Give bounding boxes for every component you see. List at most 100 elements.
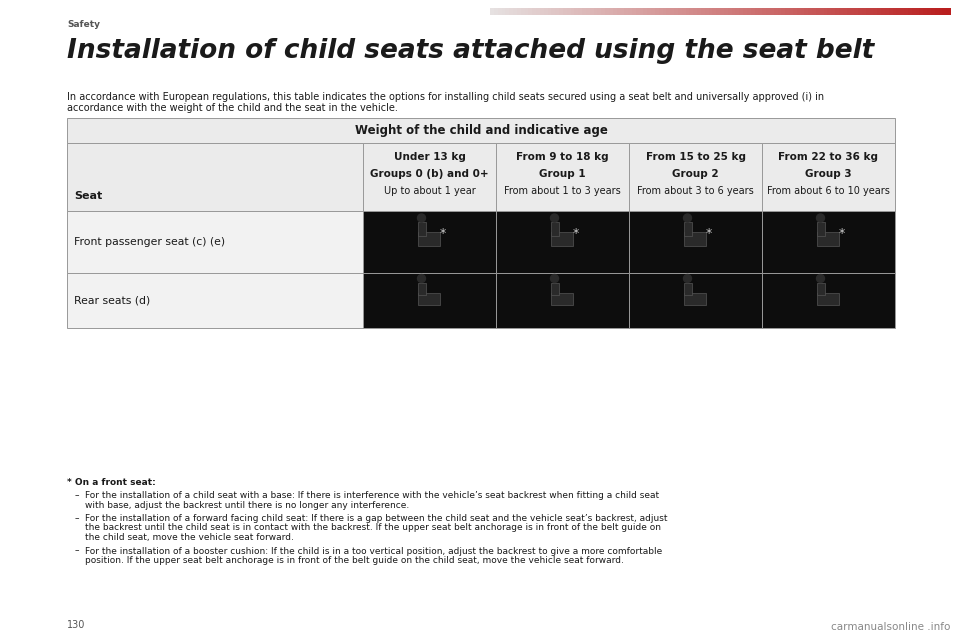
Bar <box>501 8 506 15</box>
Circle shape <box>817 275 825 282</box>
Bar <box>662 8 667 15</box>
Bar <box>755 8 758 15</box>
Bar <box>920 8 924 15</box>
Text: Groups 0 (b) and 0+: Groups 0 (b) and 0+ <box>371 169 489 179</box>
Bar <box>629 273 762 328</box>
Bar <box>927 8 931 15</box>
Bar <box>674 8 679 15</box>
Bar <box>563 8 567 15</box>
Bar <box>363 143 496 211</box>
Bar <box>550 292 572 305</box>
Bar <box>893 8 897 15</box>
Text: For the installation of a forward facing child seat: If there is a gap between t: For the installation of a forward facing… <box>85 514 667 523</box>
Text: * On a front seat:: * On a front seat: <box>67 478 156 487</box>
Bar <box>628 8 633 15</box>
Bar <box>570 8 575 15</box>
Bar <box>817 222 825 236</box>
Bar <box>820 8 824 15</box>
Bar <box>947 8 950 15</box>
Bar <box>716 8 721 15</box>
Bar <box>693 8 698 15</box>
Text: Up to about 1 year: Up to about 1 year <box>384 186 475 196</box>
Bar <box>609 8 613 15</box>
Text: From about 3 to 6 years: From about 3 to 6 years <box>637 186 754 196</box>
Text: Under 13 kg: Under 13 kg <box>394 152 466 162</box>
Bar <box>624 8 629 15</box>
Bar <box>758 8 762 15</box>
Bar <box>550 222 559 236</box>
Bar <box>831 8 835 15</box>
Bar <box>889 8 893 15</box>
Bar <box>720 8 725 15</box>
Text: Seat: Seat <box>74 191 103 201</box>
Text: From about 1 to 3 years: From about 1 to 3 years <box>504 186 621 196</box>
Bar <box>532 8 537 15</box>
Bar <box>904 8 908 15</box>
Bar <box>808 8 812 15</box>
Circle shape <box>684 275 691 282</box>
Bar <box>701 8 706 15</box>
Text: with base, adjust the backrest until there is no longer any interference.: with base, adjust the backrest until the… <box>85 500 409 509</box>
Bar <box>817 292 838 305</box>
Bar <box>418 222 425 236</box>
Circle shape <box>418 275 425 282</box>
Bar <box>67 143 363 211</box>
Bar <box>735 8 739 15</box>
Text: –: – <box>75 514 80 523</box>
Bar <box>536 8 540 15</box>
Text: For the installation of a child seat with a base: If there is interference with : For the installation of a child seat wit… <box>85 491 660 500</box>
Bar <box>924 8 927 15</box>
Bar <box>797 8 801 15</box>
Bar <box>751 8 755 15</box>
Bar <box>550 282 559 294</box>
Text: From 22 to 36 kg: From 22 to 36 kg <box>779 152 878 162</box>
Bar <box>900 8 904 15</box>
Bar <box>851 8 854 15</box>
Bar <box>684 232 706 246</box>
Bar <box>866 8 870 15</box>
Bar <box>666 8 671 15</box>
Text: Installation of child seats attached using the seat belt: Installation of child seats attached usi… <box>67 38 875 64</box>
Bar <box>528 8 533 15</box>
Bar <box>931 8 935 15</box>
Text: *: * <box>572 227 579 241</box>
Bar <box>874 8 877 15</box>
Text: From 15 to 25 kg: From 15 to 25 kg <box>645 152 746 162</box>
Bar <box>67 273 363 328</box>
Text: *: * <box>440 227 445 241</box>
Bar <box>682 8 686 15</box>
Bar <box>766 8 770 15</box>
Bar <box>513 8 517 15</box>
Bar <box>939 8 943 15</box>
Text: From 9 to 18 kg: From 9 to 18 kg <box>516 152 609 162</box>
Bar <box>589 8 594 15</box>
Circle shape <box>550 275 559 282</box>
Bar <box>781 8 785 15</box>
Bar <box>689 8 694 15</box>
Text: Group 1: Group 1 <box>540 169 586 179</box>
Bar <box>789 8 793 15</box>
Text: Rear seats (d): Rear seats (d) <box>74 296 151 305</box>
Text: position. If the upper seat belt anchorage is in front of the belt guide on the : position. If the upper seat belt anchora… <box>85 556 624 565</box>
Bar <box>685 8 690 15</box>
Bar <box>516 8 521 15</box>
Bar <box>593 8 598 15</box>
Bar <box>67 211 363 273</box>
Bar <box>877 8 881 15</box>
Bar <box>363 273 496 328</box>
Bar <box>586 8 590 15</box>
Bar <box>418 282 425 294</box>
Bar <box>743 8 747 15</box>
Text: From about 6 to 10 years: From about 6 to 10 years <box>767 186 890 196</box>
Bar <box>616 8 621 15</box>
Bar <box>497 8 502 15</box>
Text: the child seat, move the vehicle seat forward.: the child seat, move the vehicle seat fo… <box>85 533 294 542</box>
Bar <box>659 8 663 15</box>
Bar <box>728 8 732 15</box>
Bar <box>496 273 629 328</box>
Bar <box>493 8 498 15</box>
Bar <box>67 118 895 143</box>
Text: the backrest until the child seat is in contact with the backrest. If the upper : the backrest until the child seat is in … <box>85 524 661 532</box>
Text: *: * <box>706 227 711 241</box>
Bar <box>639 8 644 15</box>
